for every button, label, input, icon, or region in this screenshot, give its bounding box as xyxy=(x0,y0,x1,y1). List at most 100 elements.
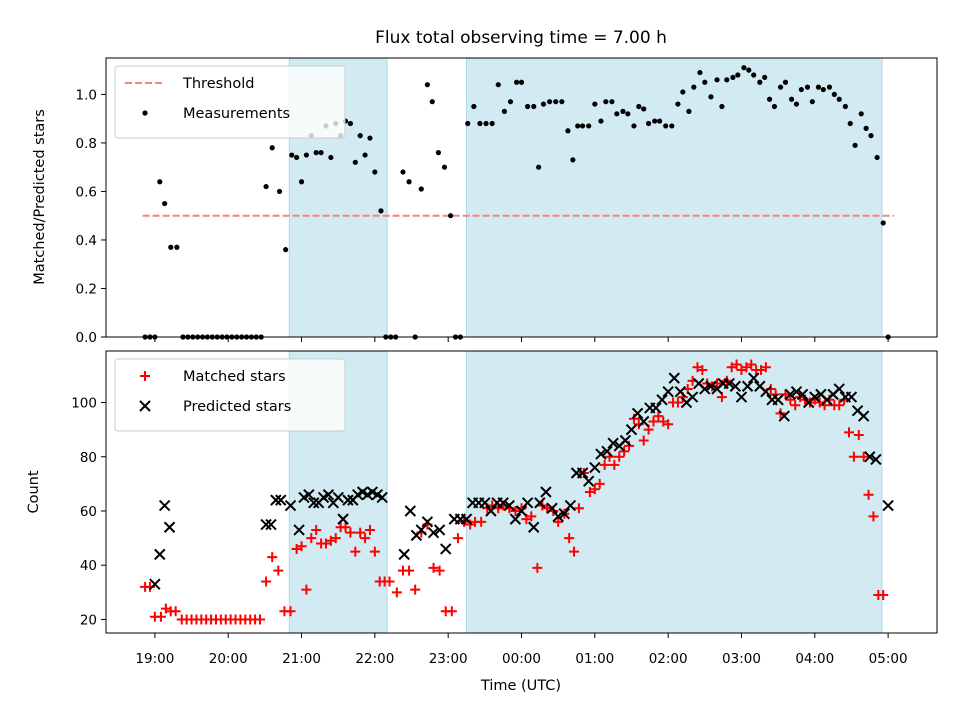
y-axis-label-bottom: Count xyxy=(26,470,42,513)
data-point xyxy=(653,411,664,422)
data-point xyxy=(723,377,735,390)
data-point xyxy=(149,578,161,590)
data-point xyxy=(785,394,796,405)
data-point xyxy=(553,516,564,527)
y-tick-label: 0.2 xyxy=(76,281,97,297)
data-point xyxy=(863,125,869,131)
data-point xyxy=(367,135,373,141)
data-point xyxy=(306,533,317,544)
data-point xyxy=(542,503,553,514)
legend-box xyxy=(114,358,346,432)
x-tick-label: 00:00 xyxy=(502,651,541,667)
data-point xyxy=(697,364,708,375)
data-point xyxy=(668,372,680,384)
data-point xyxy=(564,533,575,544)
y-axis-label-top: Matched/Predicted stars xyxy=(32,109,48,285)
data-point xyxy=(415,524,427,536)
data-point xyxy=(599,459,610,470)
data-point xyxy=(552,510,564,523)
data-point xyxy=(162,200,168,207)
data-point xyxy=(747,372,760,384)
data-point xyxy=(820,86,826,93)
data-point xyxy=(864,451,876,463)
data-point xyxy=(594,478,605,489)
data-point xyxy=(558,507,570,520)
y-tick-label: 40 xyxy=(80,558,97,574)
data-point xyxy=(476,516,487,527)
data-point xyxy=(815,84,822,90)
data-point xyxy=(342,494,354,506)
data-point xyxy=(163,521,176,533)
data-point xyxy=(831,91,837,97)
data-point xyxy=(471,103,477,110)
data-point xyxy=(427,526,440,539)
series-predicted-stars xyxy=(149,372,894,590)
data-point xyxy=(852,142,858,148)
data-point xyxy=(762,74,768,81)
data-point xyxy=(863,489,874,500)
data-point xyxy=(798,86,804,93)
data-point xyxy=(170,606,181,617)
data-point xyxy=(625,423,638,436)
data-point xyxy=(782,79,789,85)
data-point xyxy=(276,188,283,195)
data-point xyxy=(636,103,642,110)
y-tick-label: 80 xyxy=(80,450,97,466)
legend-label: Predicted stars xyxy=(183,399,291,415)
data-point xyxy=(536,164,542,170)
data-point xyxy=(448,213,454,219)
data-point xyxy=(583,475,595,487)
legend-label: Matched stars xyxy=(183,369,286,385)
data-point xyxy=(607,437,619,449)
data-point xyxy=(847,120,853,127)
data-point xyxy=(540,101,547,107)
y-tick-label: 0.0 xyxy=(76,330,97,346)
data-point xyxy=(303,152,310,158)
series-matched-stars xyxy=(140,359,889,625)
data-point xyxy=(757,79,763,85)
data-point xyxy=(263,183,269,190)
data-point xyxy=(746,359,757,370)
data-point xyxy=(352,159,358,165)
data-point xyxy=(731,359,742,370)
data-point xyxy=(429,99,435,105)
data-point xyxy=(735,391,748,403)
data-point xyxy=(532,562,543,573)
data-point xyxy=(340,522,351,533)
data-point xyxy=(441,164,448,170)
data-point xyxy=(790,385,803,398)
legend-label: Threshold xyxy=(182,76,254,92)
data-point xyxy=(741,380,754,392)
data-point xyxy=(330,533,341,544)
data-point xyxy=(293,524,305,536)
data-point xyxy=(620,108,626,114)
data-point xyxy=(609,459,620,470)
data-point xyxy=(311,524,322,535)
data-point xyxy=(575,123,581,129)
data-point xyxy=(357,133,363,139)
data-point xyxy=(842,103,848,110)
data-point xyxy=(662,385,674,398)
data-point xyxy=(699,383,711,395)
data-point xyxy=(619,434,632,447)
data-point xyxy=(525,103,531,110)
data-point xyxy=(270,494,282,506)
data-point xyxy=(833,383,845,395)
data-point xyxy=(553,99,559,105)
data-point xyxy=(424,82,431,88)
data-point xyxy=(625,111,631,117)
data-point xyxy=(641,106,647,112)
x-tick-label: 22:00 xyxy=(355,651,394,667)
data-point xyxy=(485,505,497,517)
data-point xyxy=(858,451,869,462)
data-point xyxy=(609,99,615,105)
data-point xyxy=(778,410,790,422)
data-point xyxy=(834,400,845,411)
x-tick-label: 21:00 xyxy=(282,651,321,667)
data-point xyxy=(460,513,473,525)
data-point xyxy=(404,565,415,576)
data-point xyxy=(328,154,334,161)
data-point xyxy=(631,407,644,420)
data-point xyxy=(760,362,771,373)
data-point xyxy=(501,108,507,114)
